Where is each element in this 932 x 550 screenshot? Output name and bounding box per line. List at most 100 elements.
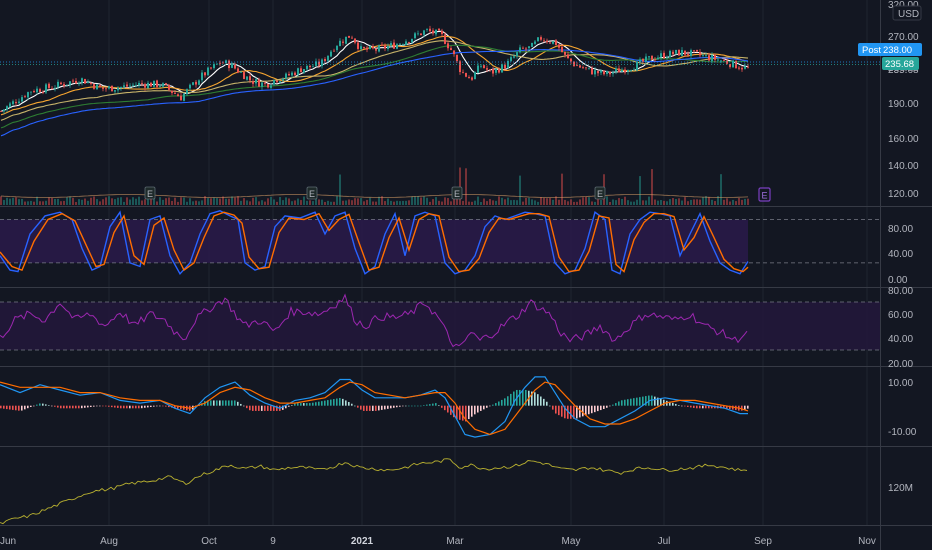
post-price-tag[interactable]: Post 238.00 <box>858 43 922 56</box>
candle-body <box>24 96 26 98</box>
candle-body <box>354 38 356 43</box>
earnings-label: E <box>454 189 460 199</box>
volume-bar <box>447 198 449 205</box>
rsi-pane[interactable] <box>0 293 880 351</box>
candle-body <box>531 43 533 47</box>
obv-pane[interactable] <box>0 458 748 525</box>
volume-bar <box>240 200 242 205</box>
last-price-tag[interactable]: 235.68 235.68 <box>882 57 919 76</box>
candle-body <box>267 84 269 88</box>
volume-bar <box>27 201 29 205</box>
volume-bar <box>348 199 350 205</box>
volume-bar <box>201 200 203 205</box>
candle-body <box>378 45 380 52</box>
candle-body <box>393 42 395 49</box>
volume-bar <box>432 199 434 205</box>
moving-average-sma200 <box>0 49 749 137</box>
rsi-line <box>0 293 748 348</box>
macd-histogram-bar <box>207 400 209 406</box>
candle-body <box>633 69 635 71</box>
macd-histogram-bar <box>402 405 404 407</box>
volume-bar <box>678 198 680 205</box>
volume-bar <box>375 201 377 205</box>
volume-bar <box>402 200 404 205</box>
volume-bar <box>84 198 86 205</box>
macd-histogram-bar <box>405 405 407 407</box>
macd-histogram-bar <box>306 403 308 406</box>
macd-pane[interactable] <box>0 376 749 438</box>
volume-bar <box>597 196 599 205</box>
volume-bar <box>315 196 317 205</box>
macd-histogram-bar <box>54 405 56 407</box>
volume-bar <box>291 201 293 205</box>
volume-bar <box>477 196 479 205</box>
macd-histogram-bar <box>33 405 35 407</box>
volume-bar <box>543 197 545 205</box>
volume-bar <box>534 200 536 205</box>
macd-histogram-bar <box>240 403 242 406</box>
volume-bar <box>231 196 233 205</box>
date-label: Oct <box>201 536 217 547</box>
macd-histogram-bar <box>84 405 86 408</box>
obv-tick: 120M <box>888 483 913 494</box>
candle-body <box>228 60 230 69</box>
candle-body <box>339 40 341 47</box>
stoch-tick: 0.00 <box>888 275 908 286</box>
macd-histogram-bar <box>291 405 293 406</box>
macd-histogram-bar <box>459 405 461 420</box>
volume-bar <box>285 197 287 205</box>
macd-histogram-bar <box>87 405 89 408</box>
candle-body <box>735 60 737 69</box>
volume-bar <box>480 201 482 205</box>
volume-bar <box>696 199 698 205</box>
candle-body <box>417 33 419 35</box>
volume-bar <box>429 201 431 205</box>
date-axis[interactable]: Jun Aug Oct 9 2021 Mar May Jul Sep Nov <box>0 536 876 547</box>
candle-body <box>231 63 233 68</box>
candle-body <box>30 91 32 93</box>
candle-body <box>504 64 506 69</box>
macd-histogram-bar <box>384 405 386 410</box>
volume-bar <box>423 196 425 205</box>
earnings-marker: E <box>306 186 318 200</box>
macd-histogram-bar <box>561 405 563 417</box>
candle-body <box>165 83 167 85</box>
volume-bar <box>555 196 557 205</box>
volume-bar <box>117 197 119 205</box>
candle-body <box>90 82 92 84</box>
candle-body <box>81 78 83 83</box>
candle-body <box>168 85 170 90</box>
candle-body <box>258 79 260 87</box>
candle-body <box>468 77 470 79</box>
candle-body <box>237 68 239 73</box>
volume-bar <box>486 201 488 205</box>
candle-body <box>561 46 563 53</box>
macd-histogram-bar <box>582 405 584 417</box>
macd-histogram-bar <box>645 396 647 406</box>
currency-badge[interactable]: USD <box>892 5 922 21</box>
macd-histogram-bar <box>78 405 80 409</box>
volume-bar <box>591 201 593 205</box>
macd-histogram-bar <box>222 400 224 406</box>
macd-histogram-bar <box>570 405 572 419</box>
rsi-axis: 80.00 60.00 40.00 20.00 <box>888 286 913 370</box>
macd-histogram-bar <box>177 405 179 409</box>
macd-histogram-bar <box>468 405 470 420</box>
macd-histogram-bar <box>543 398 545 406</box>
stoch-line-d <box>0 211 749 273</box>
volume-bar <box>42 201 44 205</box>
macd-histogram-bar <box>483 405 485 410</box>
macd-histogram-bar <box>81 405 83 409</box>
candle-body <box>357 42 359 49</box>
volume-bar <box>657 200 659 205</box>
volume-bar <box>228 198 230 205</box>
macd-histogram-bar <box>102 405 104 407</box>
volume-average <box>0 194 749 198</box>
rsi-tick: 20.00 <box>888 359 913 370</box>
volume-bar <box>246 200 248 205</box>
macd-histogram-bar <box>288 405 290 407</box>
stochastic-pane[interactable] <box>0 210 880 275</box>
candle-body <box>573 61 575 66</box>
